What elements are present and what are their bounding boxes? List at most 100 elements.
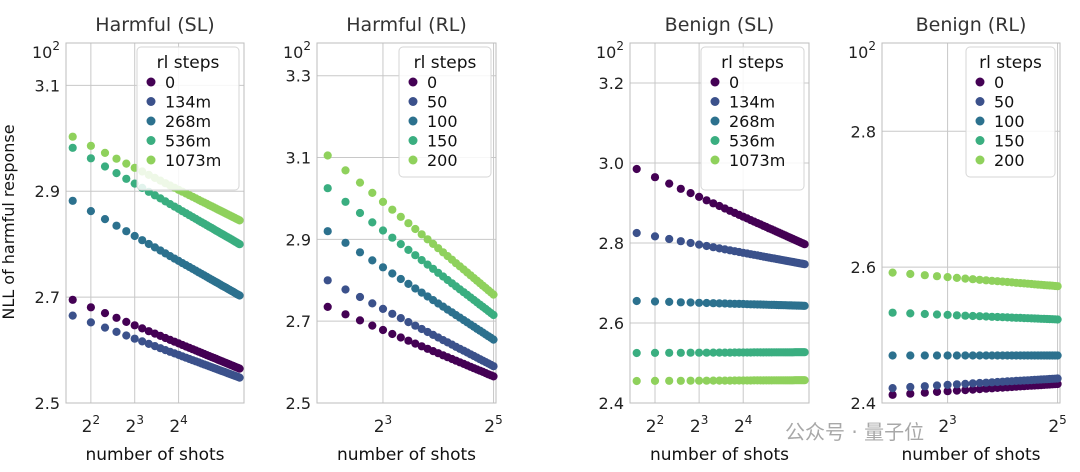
series-150 (323, 184, 498, 320)
y-tick-label: 2.4 (851, 394, 876, 413)
data-point (341, 166, 350, 175)
data-point (982, 384, 991, 393)
legend-label: 50 (994, 93, 1014, 112)
y-tick-label: 3.0 (599, 154, 624, 173)
data-point (68, 295, 77, 304)
data-point (235, 216, 244, 225)
series-100 (888, 351, 1062, 360)
data-point (122, 331, 131, 340)
data-point (388, 205, 397, 214)
data-point (952, 273, 962, 282)
data-point (665, 234, 674, 244)
y-tick-label: 3.3 (286, 67, 311, 86)
legend-marker (975, 116, 985, 126)
data-point (323, 276, 332, 285)
data-point (975, 275, 984, 284)
series-0 (323, 302, 498, 381)
data-point (906, 382, 915, 392)
y-tick-label: 3.2 (599, 74, 624, 93)
data-point (122, 227, 131, 236)
chart-panel-2: Harmful (RL) 2.5 2.7 2.9 3.1 3.3 102 23 25 number… (283, 14, 503, 465)
legend-label: 536m (729, 132, 775, 151)
legend-box (965, 46, 1056, 178)
series-50 (888, 374, 1062, 393)
data-point (650, 376, 660, 385)
panel-title: Harmful (SL) (95, 14, 214, 36)
data-point (702, 348, 711, 357)
data-point (709, 299, 718, 308)
panel-title: Benign (RL) (916, 14, 1027, 36)
legend-label: 100 (994, 112, 1025, 131)
data-point (968, 385, 977, 394)
legend-box (700, 46, 805, 191)
series-50 (323, 276, 498, 371)
data-point (138, 236, 147, 245)
y-top-label: 102 (596, 39, 624, 62)
data-point (138, 324, 147, 333)
data-point (650, 348, 660, 357)
legend-label: 200 (994, 151, 1025, 170)
data-point (411, 321, 420, 330)
axes-frame (65, 42, 245, 404)
data-point (404, 336, 413, 345)
y-tick-label: 2.8 (851, 122, 876, 141)
x-tick-label: 24 (169, 413, 187, 437)
legend-marker (408, 136, 418, 145)
data-point (355, 178, 365, 187)
data-point (130, 321, 139, 330)
data-point (709, 376, 718, 385)
data-point (417, 288, 426, 297)
data-point (355, 316, 365, 325)
data-point (702, 376, 711, 385)
data-point (323, 151, 332, 160)
data-point (112, 154, 121, 163)
legend-marker (975, 77, 985, 87)
data-point (961, 386, 970, 395)
legend-label: 150 (994, 132, 1025, 151)
data-point (665, 348, 674, 357)
data-point (404, 245, 413, 254)
legend-marker (408, 116, 418, 126)
legend-label: 268m (729, 112, 775, 131)
data-point (650, 297, 660, 306)
y-top-label: 102 (283, 39, 311, 62)
legend-title: rl steps (721, 53, 784, 73)
data-point (323, 227, 332, 236)
data-point (68, 311, 77, 320)
panel-title: Benign (SL) (665, 14, 775, 36)
data-point (932, 387, 942, 396)
legend-label: 0 (729, 73, 739, 92)
data-point (404, 219, 413, 228)
data-point (800, 376, 809, 385)
y-axis-label: NLL of harmful response (0, 124, 18, 319)
data-point (144, 239, 153, 249)
watermark: 公众号 · 量子位 (785, 420, 925, 444)
y-tick-label: 2.6 (599, 314, 624, 333)
legend-label: 1073m (165, 151, 221, 170)
data-point (975, 385, 984, 394)
data-point (676, 184, 685, 193)
data-point (86, 154, 95, 163)
legend-marker (146, 155, 156, 165)
data-point (676, 376, 685, 385)
data-point (112, 327, 121, 336)
data-point (489, 372, 498, 381)
data-point (800, 240, 809, 249)
data-point (932, 351, 942, 360)
data-point (130, 231, 139, 241)
series-200 (323, 151, 498, 299)
data-point (100, 162, 110, 171)
data-point (112, 221, 121, 230)
x-axis-label: number of shots (901, 445, 1040, 465)
legend-marker (975, 155, 985, 165)
legend-label: 100 (427, 112, 458, 131)
axes-frame (629, 42, 810, 404)
data-point (982, 351, 991, 360)
data-point (943, 310, 952, 319)
x-tick-label: 25 (1048, 413, 1066, 437)
x-tick-label: 24 (734, 413, 752, 437)
data-point (378, 263, 388, 272)
